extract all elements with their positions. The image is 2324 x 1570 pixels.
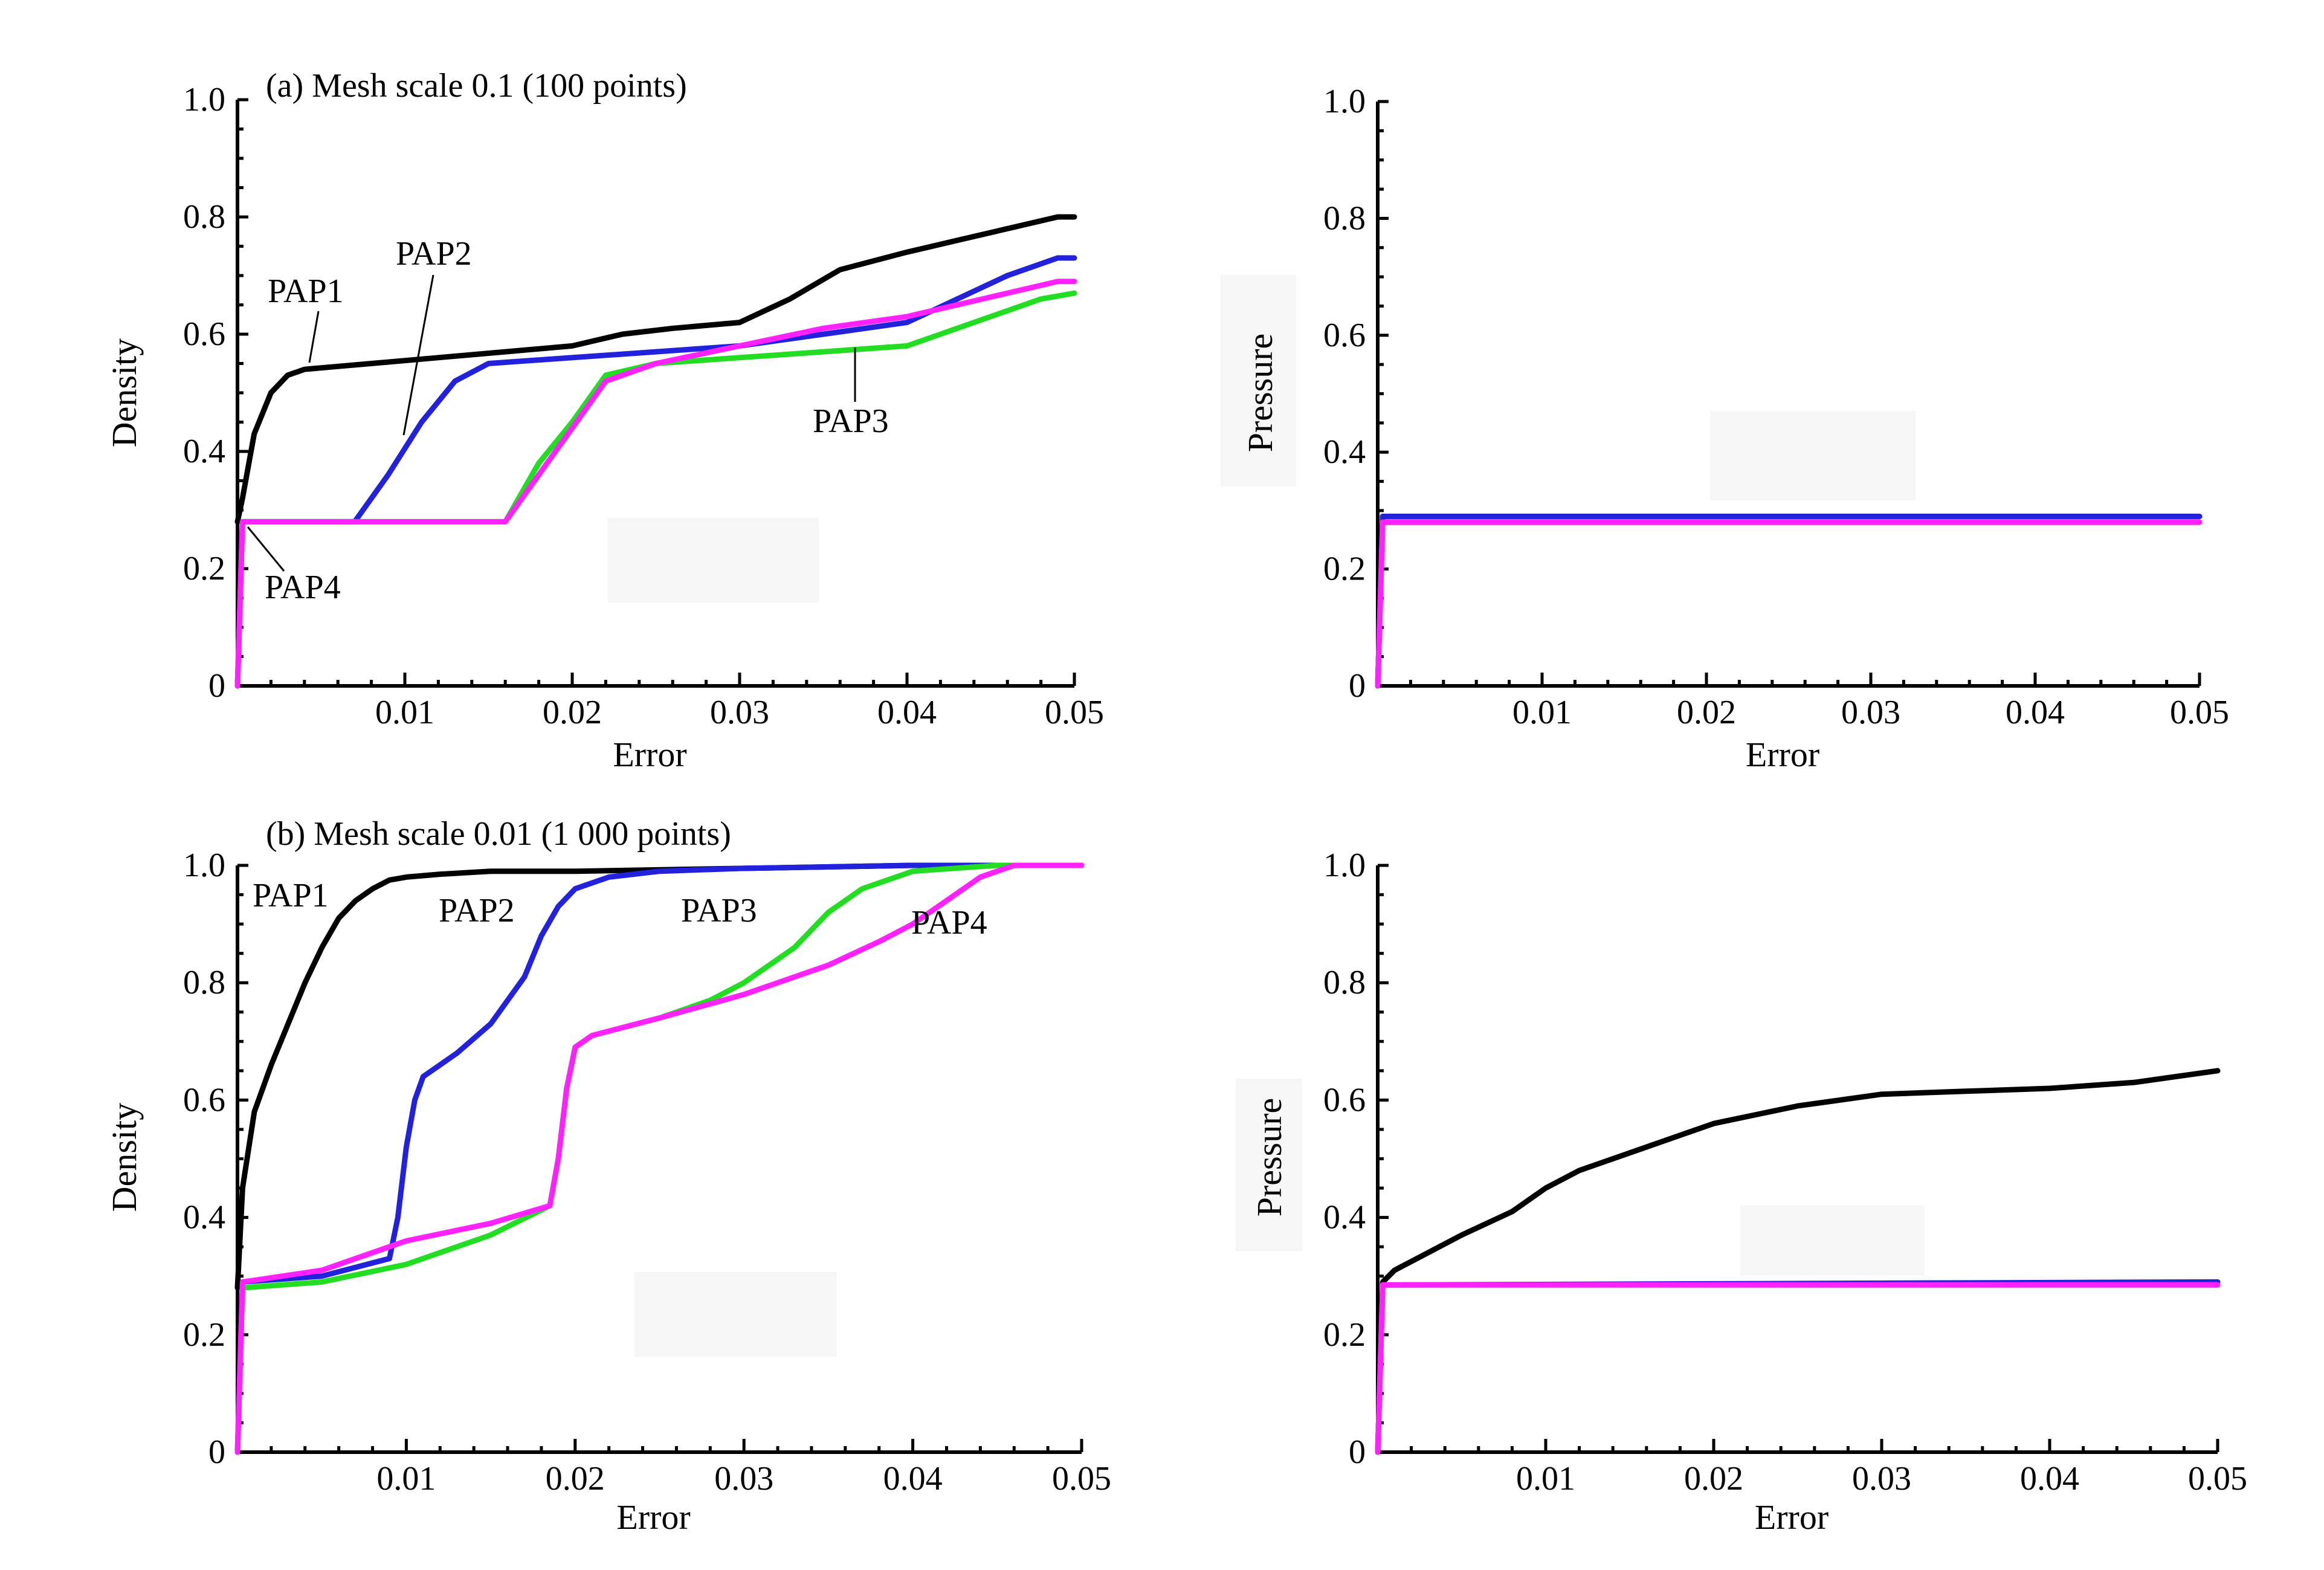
series-line-pap1	[234, 862, 1085, 1291]
x-tick-label: 0.01	[1516, 1460, 1575, 1497]
leader-pap4-a	[247, 526, 285, 572]
x-tick-label: 0.04	[2006, 694, 2065, 731]
x-axis-title: Error	[1746, 735, 1819, 774]
y-tick-label: 0.2	[1323, 551, 1366, 588]
panel-a-density: 0 0.2 0.4 0.6 0.8 1.0 0.01 0.02 0.03 0.04 0.05 Erro…	[105, 67, 1104, 774]
y-tick-label: 0.8	[1323, 199, 1366, 237]
curve-label-pap3-b: PAP3	[681, 892, 757, 929]
blank-box-pressure-b	[1740, 1206, 1925, 1275]
y-tick-label: 0.2	[183, 1316, 225, 1354]
y-tick-label: 0	[208, 667, 225, 705]
x-tick-label: 0.04	[883, 1460, 943, 1497]
annotations-a: PAP1 PAP2 PAP3 PAP4	[247, 235, 889, 606]
panel-a-pressure: 0 0.2 0.4 0.6 0.8 1.0 0.01 0.02 0.03 0.04 0.05 Erro…	[1241, 83, 2229, 774]
x-tick-label: 0.05	[1052, 1460, 1111, 1497]
x-axis-title: Error	[616, 1497, 690, 1537]
series-line-pap1	[234, 214, 1077, 525]
x-tick-label: 0.03	[1841, 694, 1900, 731]
blank-box-pressure-a	[1710, 411, 1916, 500]
y-tick-label: 0.8	[1323, 964, 1366, 1001]
y-tick-label: 0.8	[183, 198, 225, 236]
curve-label-pap1-a: PAP1	[268, 273, 344, 310]
x-tick-label: 0.04	[2020, 1460, 2079, 1497]
x-tick-label: 0.05	[2170, 694, 2229, 731]
series-line-series-2	[1375, 514, 2203, 689]
y-tick-label: 0.6	[183, 1081, 225, 1119]
curve-label-pap4-a: PAP4	[265, 569, 341, 606]
y-tick-label: 0.4	[183, 1199, 225, 1236]
panel-b-density: 0 0.2 0.4 0.6 0.8 1.0 0.01 0.02 0.03 0.04 0.05 Erro…	[105, 815, 1111, 1537]
leader-pap2-a	[402, 274, 434, 436]
series-line-series-3	[1375, 519, 2203, 689]
series-line-pap4	[234, 279, 1077, 689]
y-tick-label: 0.4	[1323, 433, 1366, 471]
x-tick-label: 0.05	[1045, 694, 1104, 731]
series-line-series-1	[1375, 1068, 2221, 1455]
series-line-pap4	[234, 862, 1085, 1455]
x-tick-label: 0.04	[877, 694, 937, 731]
y-tick-label: 0.4	[1323, 1199, 1366, 1236]
x-axis-title: Error	[613, 735, 686, 774]
y-tick-label: 0.2	[1323, 1316, 1366, 1354]
series-line-pap2	[234, 255, 1077, 689]
x-tick-label: 0.03	[714, 1460, 773, 1497]
y-tick-label: 1.0	[1323, 847, 1366, 884]
blank-box-pressure-label-a	[1221, 275, 1296, 486]
x-tick-label: 0.02	[546, 1460, 605, 1497]
y-tick-label: 1.0	[183, 81, 225, 118]
leader-pap1-a	[308, 311, 320, 363]
x-tick-label: 0.01	[376, 1460, 436, 1497]
curve-label-pap3-a: PAP3	[813, 402, 889, 440]
series-line-series-1	[1375, 514, 2203, 689]
y-tick-label: 0.6	[183, 315, 225, 353]
y-tick-label: 0.6	[1323, 317, 1366, 354]
x-tick-label: 0.02	[1684, 1460, 1743, 1497]
panel-title: (b) Mesh scale 0.01 (1 000 points)	[266, 815, 731, 853]
blank-box-b	[634, 1272, 837, 1357]
x-tick-label: 0.03	[710, 694, 769, 731]
y-tick-label: 1.0	[183, 847, 225, 884]
y-tick-label: 0	[208, 1433, 225, 1471]
y-tick-label: 0	[1349, 667, 1366, 705]
x-tick-label: 0.03	[1852, 1460, 1911, 1497]
x-tick-label: 0.02	[543, 694, 602, 731]
curve-label-pap4-b: PAP4	[911, 904, 987, 942]
y-tick-label: 1.0	[1323, 83, 1366, 120]
y-axis-title: Density	[105, 1103, 144, 1212]
series-line-series-4	[1375, 519, 2203, 689]
x-tick-label: 0.02	[1677, 694, 1736, 731]
y-axis-title: Pressure	[1250, 1098, 1289, 1217]
x-tick-label: 0.01	[375, 694, 434, 731]
series-line-pap3	[234, 862, 1085, 1455]
y-tick-label: 0.6	[1323, 1081, 1366, 1119]
series-line-series-2	[1375, 1279, 2221, 1455]
x-tick-label: 0.05	[2188, 1460, 2247, 1497]
x-axis-title: Error	[1755, 1497, 1829, 1537]
series-line-series-3	[1375, 1282, 2221, 1455]
blank-box-a	[607, 518, 819, 602]
series-line-pap2	[234, 862, 1085, 1455]
y-tick-label: 0.8	[183, 964, 225, 1001]
panel-title: (a) Mesh scale 0.1 (100 points)	[266, 67, 687, 105]
curve-label-pap1-b: PAP1	[253, 877, 329, 914]
curve-label-pap2-b: PAP2	[439, 892, 515, 929]
y-axis-title: Density	[105, 338, 144, 447]
curve-label-pap2-a: PAP2	[396, 235, 472, 273]
annotations-b: PAP1 PAP2 PAP3 PAP4	[253, 877, 987, 942]
y-tick-label: 0.4	[183, 433, 225, 470]
panel-b-pressure: 0 0.2 0.4 0.6 0.8 1.0 0.01 0.02 0.03 0.04 0.05 Erro…	[1250, 847, 2247, 1537]
y-tick-label: 0.2	[183, 550, 225, 587]
series-line-series-4	[1375, 1282, 2221, 1455]
y-tick-label: 0	[1349, 1433, 1366, 1471]
blank-box-pressure-label-b	[1236, 1079, 1302, 1251]
y-axis-title: Pressure	[1241, 334, 1280, 453]
x-tick-label: 0.01	[1512, 694, 1572, 731]
